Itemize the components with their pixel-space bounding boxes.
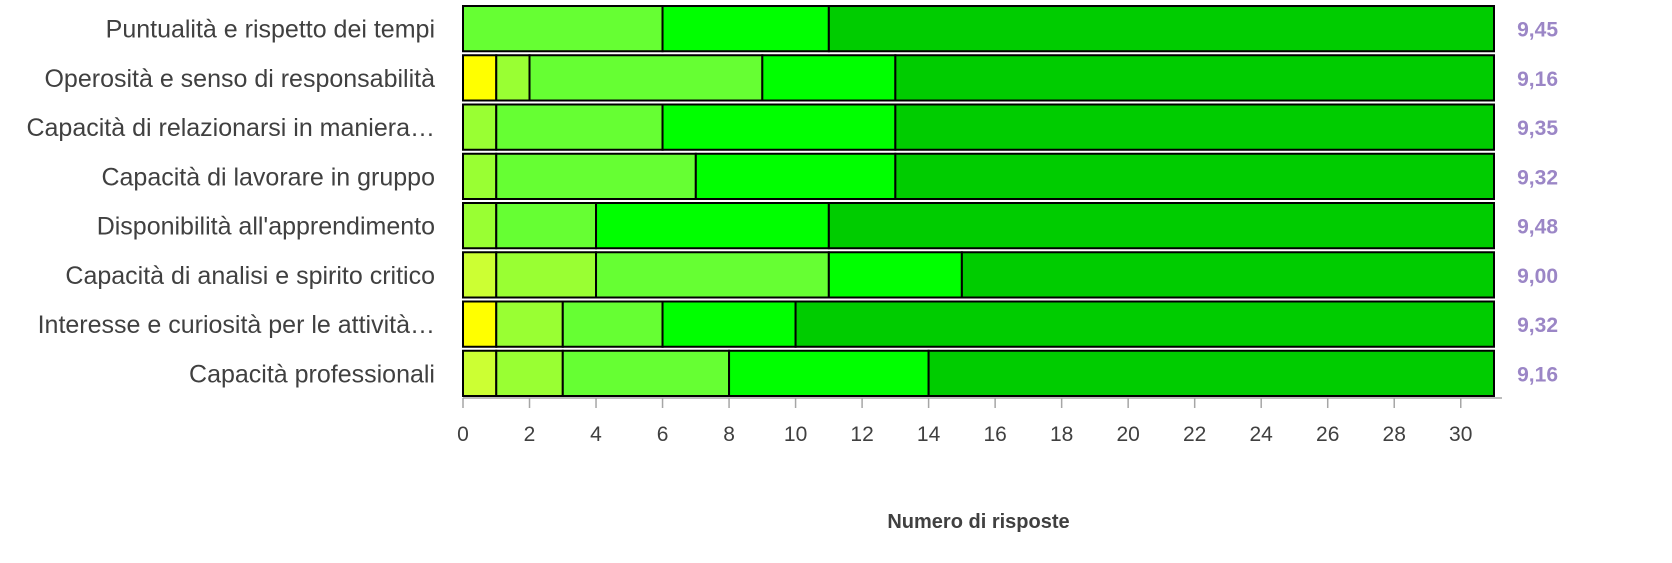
score-label-6: 9,00 [1517, 265, 1558, 288]
category-label-7: Interesse e curiosità per le attività… [38, 311, 435, 339]
x-tick-label-4: 4 [590, 423, 602, 446]
bar-segment-row-6-series-3 [495, 251, 598, 299]
bar-segment-row-8-series-2 [462, 349, 498, 397]
x-tick-label-28: 28 [1383, 423, 1406, 446]
bar-segment-row-8-series-6 [927, 349, 1495, 397]
bar-segment-row-7-series-4 [561, 300, 664, 348]
bar-segment-row-6-series-2 [462, 251, 498, 299]
x-tick-label-30: 30 [1449, 423, 1472, 446]
score-labels: 9,45 9,16 9,35 9,32 9,48 9,00 9,32 9,16 [1517, 19, 1558, 387]
bar-segment-row-1-series-4 [462, 5, 664, 53]
bar-segment-row-5-series-3 [462, 202, 498, 250]
bar-segment-row-3-series-5 [661, 103, 897, 151]
category-label-8: Capacità professionali [189, 360, 435, 388]
category-label-1: Puntualità e rispetto dei tempi [106, 16, 435, 44]
bar-segment-row-5-series-4 [495, 202, 598, 250]
x-tick-label-2: 2 [524, 423, 536, 446]
bar-segment-row-1-series-5 [661, 5, 830, 53]
category-label-5: Disponibilità all'apprendimento [97, 213, 435, 241]
bar-segment-row-2-series-4 [528, 54, 764, 102]
bar-segment-row-3-series-3 [462, 103, 498, 151]
bar-segment-row-3-series-4 [495, 103, 664, 151]
bar-segment-row-8-series-4 [561, 349, 731, 397]
bar-segment-row-2-series-3 [495, 54, 531, 102]
bar-segment-row-1-series-6 [827, 5, 1495, 53]
bar-segment-row-2-series-6 [894, 54, 1495, 102]
x-tick-label-12: 12 [850, 423, 873, 446]
x-axis: 0 2 4 6 8 10 12 14 16 18 20 22 24 26 28 30 [457, 397, 1502, 446]
x-tick-label-6: 6 [657, 423, 669, 446]
bar-segment-row-5-series-6 [827, 202, 1495, 250]
score-label-5: 9,48 [1517, 216, 1558, 239]
score-label-7: 9,32 [1517, 314, 1558, 337]
score-label-1: 9,45 [1517, 19, 1558, 42]
bar-segment-row-2-series-1 [462, 54, 498, 102]
x-tick-label-26: 26 [1316, 423, 1339, 446]
category-label-3: Capacità di relazionarsi in maniera… [26, 114, 435, 142]
bar-segment-row-7-series-1 [462, 300, 498, 348]
x-tick-label-18: 18 [1050, 423, 1073, 446]
score-label-4: 9,32 [1517, 166, 1558, 189]
category-labels: Puntualità e rispetto dei tempi Operosità… [26, 16, 435, 389]
score-label-2: 9,16 [1517, 68, 1558, 91]
bar-segment-row-8-series-3 [495, 349, 564, 397]
category-label-2: Operosità e senso di responsabilità [44, 65, 435, 93]
bar-segment-row-7-series-6 [794, 300, 1495, 348]
bar-segment-row-2-series-5 [761, 54, 897, 102]
score-label-8: 9,16 [1517, 363, 1558, 386]
bar-segment-row-8-series-5 [728, 349, 930, 397]
category-label-6: Capacità di analisi e spirito critico [65, 262, 435, 290]
x-tick-label-16: 16 [983, 423, 1006, 446]
bar-segment-row-6-series-5 [827, 251, 963, 299]
x-tick-label-22: 22 [1183, 423, 1206, 446]
bar-segment-row-5-series-5 [595, 202, 830, 250]
x-tick-label-14: 14 [917, 423, 941, 446]
x-tick-label-24: 24 [1250, 423, 1274, 446]
bar-segment-row-7-series-5 [661, 300, 797, 348]
x-tick-label-20: 20 [1116, 423, 1139, 446]
category-label-4: Capacità di lavorare in gruppo [101, 163, 435, 191]
x-axis-title: Numero di risposte [887, 511, 1069, 533]
x-tick-label-10: 10 [784, 423, 807, 446]
bar-segment-row-4-series-6 [894, 152, 1495, 200]
score-label-3: 9,35 [1517, 117, 1558, 140]
x-tick-label-0: 0 [457, 423, 469, 446]
bar-segment-row-4-series-4 [495, 152, 697, 200]
bar-segment-row-6-series-6 [960, 251, 1495, 299]
bar-segment-row-3-series-6 [894, 103, 1495, 151]
x-tick-label-8: 8 [723, 423, 735, 446]
bar-segment-row-4-series-5 [694, 152, 897, 200]
bars-group [462, 5, 1495, 397]
bar-segment-row-7-series-3 [495, 300, 564, 348]
bar-segment-row-4-series-3 [462, 152, 498, 200]
bar-segment-row-6-series-4 [595, 251, 830, 299]
